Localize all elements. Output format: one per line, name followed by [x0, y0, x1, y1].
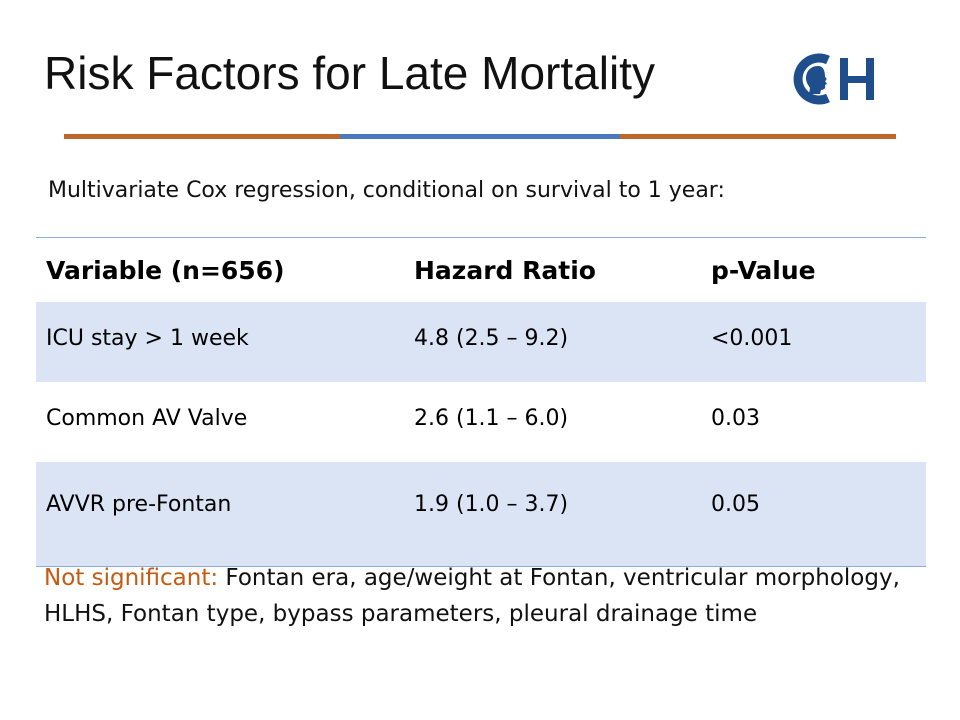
note-lead: Not significant: — [44, 565, 219, 591]
cell-variable: Common AV Valve — [46, 405, 248, 431]
title-rule-right — [620, 134, 896, 139]
slide-subtitle: Multivariate Cox regression, conditional… — [48, 178, 725, 203]
header-p-value: p-Value — [711, 255, 816, 285]
table-row: ICU stay > 1 week 4.8 (2.5 – 9.2) <0.001 — [36, 302, 926, 382]
cell-p-value: 0.05 — [701, 462, 926, 567]
cell-p-value: <0.001 — [701, 302, 926, 382]
cell-p-value: 0.03 — [711, 405, 760, 431]
not-significant-note: Not significant: Fontan era, age/weight … — [44, 560, 924, 632]
hospital-logo — [793, 53, 874, 105]
note-text: Fontan era, age/weight at Fontan, ventri… — [44, 565, 900, 627]
title-rule-left — [64, 134, 340, 139]
cell-hazard-ratio: 1.9 (1.0 – 3.7) — [404, 462, 701, 567]
cell-variable: ICU stay > 1 week — [36, 302, 404, 382]
table-row: Common AV Valve 2.6 (1.1 – 6.0) 0.03 — [36, 382, 926, 462]
table-header-row: Variable (n=656) Hazard Ratio p-Value — [36, 237, 926, 303]
results-table: Variable (n=656) Hazard Ratio p-Value IC… — [36, 237, 926, 567]
table-row: AVVR pre-Fontan 1.9 (1.0 – 3.7) 0.05 — [36, 462, 926, 567]
header-variable: Variable (n=656) — [46, 255, 285, 285]
header-hazard-ratio: Hazard Ratio — [414, 255, 596, 285]
cell-hazard-ratio: 2.6 (1.1 – 6.0) — [414, 405, 569, 431]
slide-title: Risk Factors for Late Mortality — [44, 47, 655, 99]
cell-hazard-ratio: 4.8 (2.5 – 9.2) — [404, 302, 701, 382]
cell-variable: AVVR pre-Fontan — [36, 462, 404, 567]
title-rule-center — [340, 134, 620, 139]
